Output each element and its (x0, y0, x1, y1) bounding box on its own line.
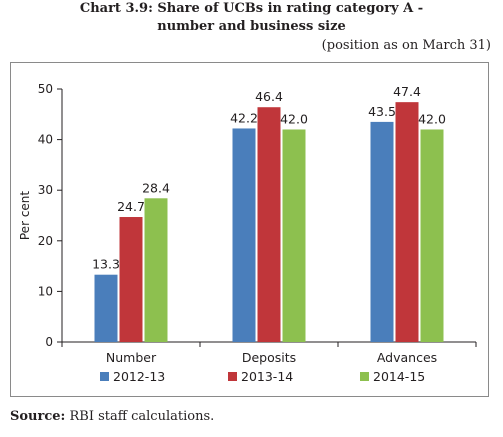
legend-swatch (360, 372, 369, 381)
source-label: Source: (10, 409, 66, 424)
legend-label: 2013-14 (241, 369, 293, 384)
chart-note: (position as on March 31) (321, 38, 491, 53)
bar-2014-15-advances (420, 129, 444, 342)
data-label: 43.5 (368, 104, 396, 119)
data-label: 47.4 (393, 84, 421, 99)
y-tick-label: 10 (38, 284, 53, 298)
bar-2014-15-number (144, 198, 168, 342)
chart-frame (10, 62, 489, 397)
y-tick-label: 40 (38, 133, 53, 147)
bar-2013-14-advances (395, 102, 419, 342)
y-tick-label: 20 (38, 234, 53, 248)
x-category-label: Deposits (242, 350, 296, 365)
y-tick-label: 0 (45, 335, 53, 349)
data-label: 42.0 (418, 111, 446, 126)
data-label: 46.4 (255, 89, 283, 104)
data-label: 42.2 (230, 110, 258, 125)
chart-title-line2: number and business size (157, 19, 346, 34)
source-note: Source: RBI staff calculations. (10, 409, 214, 424)
data-label: 13.3 (92, 257, 120, 272)
source-text: RBI staff calculations. (65, 409, 215, 424)
bar-2013-14-number (119, 217, 143, 342)
y-tick-label: 30 (38, 183, 53, 197)
legend-label: 2012-13 (113, 369, 165, 384)
legend-swatch (100, 372, 109, 381)
data-label: 28.4 (142, 180, 170, 195)
legend-swatch (228, 372, 237, 381)
chart-title-line1: Chart 3.9: Share of UCBs in rating categ… (79, 1, 424, 16)
bar-2012-13-advances (370, 121, 394, 342)
bar-2013-14-deposits (257, 107, 281, 342)
bar-2012-13-number (94, 274, 118, 342)
y-axis-title: Per cent (18, 191, 32, 241)
data-label: 42.0 (280, 111, 308, 126)
legend-label: 2014-15 (373, 369, 425, 384)
y-tick-label: 50 (38, 82, 53, 96)
data-label: 24.7 (117, 199, 145, 214)
bar-2014-15-deposits (282, 129, 306, 342)
x-category-label: Number (106, 350, 157, 365)
bar-2012-13-deposits (232, 128, 256, 342)
x-category-label: Advances (377, 350, 437, 365)
